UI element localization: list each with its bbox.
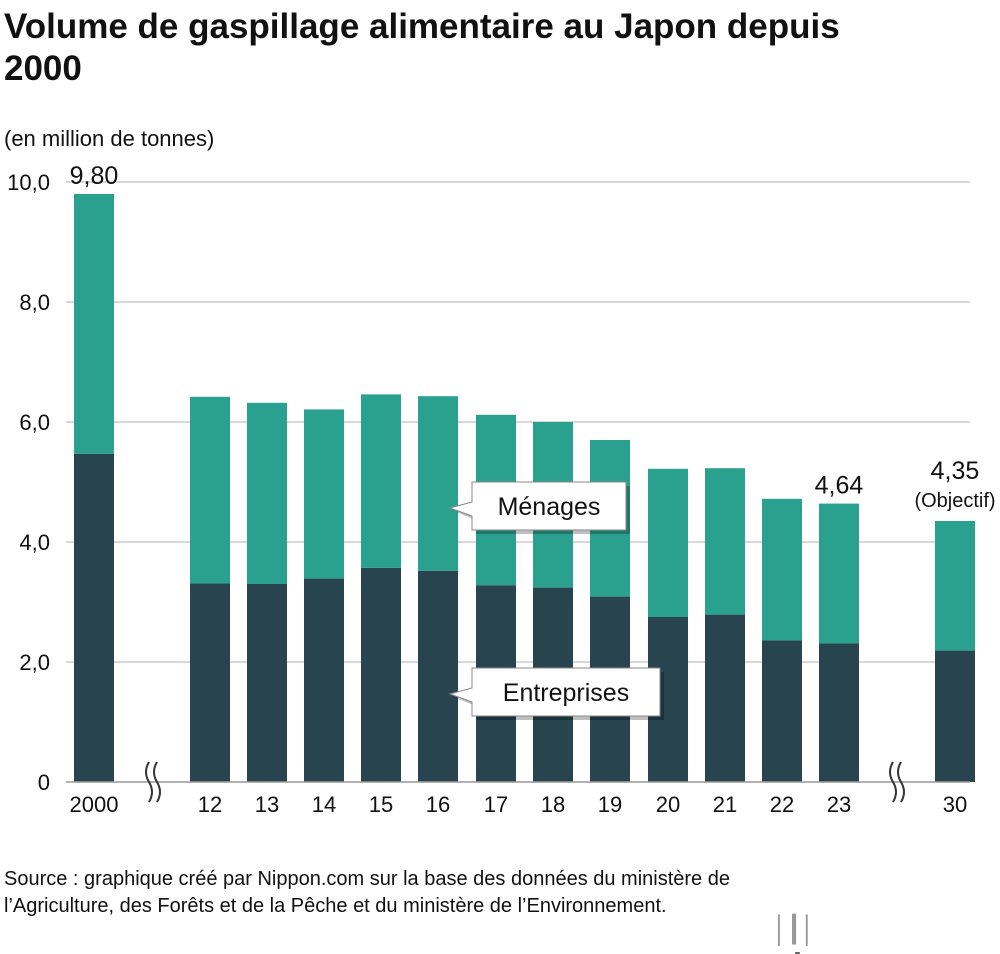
bar-entreprises-22	[762, 640, 802, 782]
bar-ménages-14	[304, 409, 344, 579]
x-tick-label: 19	[598, 792, 622, 817]
y-tick-label: 10,0	[7, 170, 50, 195]
axis-break-icon	[889, 761, 905, 803]
callout-ménages	[448, 481, 627, 531]
source-note: Source : graphique créé par Nippon.com s…	[4, 868, 730, 917]
data-label-note: (Objectif)	[914, 490, 995, 512]
bar-ménages-30	[935, 521, 975, 651]
x-tick-label: 15	[369, 792, 393, 817]
bar-entreprises-15	[361, 567, 401, 782]
bar-chart: 0 2,0 4,0 6,0 8,0 10,0 2000 12 13 14 15 16 17 18 19 20 2…	[7, 162, 995, 817]
x-tick-label: 20	[656, 792, 680, 817]
bar-entreprises-16	[418, 570, 458, 782]
y-tick-label: 0	[38, 770, 50, 795]
x-tick-label: 22	[770, 792, 794, 817]
bar-ménages-2000	[74, 194, 114, 454]
bar-entreprises-23	[819, 643, 859, 782]
x-tick-label: 12	[198, 792, 222, 817]
bar-entreprises-13	[247, 584, 287, 782]
bar-ménages-21	[705, 468, 745, 615]
bar-ménages-23	[819, 503, 859, 644]
y-tick-label: 4,0	[19, 530, 50, 555]
x-tick-label: 18	[541, 792, 565, 817]
data-label: 4,64	[815, 472, 864, 500]
chart-title: Volume de gaspillage alimentaire au Japo…	[4, 7, 840, 88]
legend-label: Entreprises	[503, 679, 629, 707]
legend-label: Ménages	[498, 493, 601, 521]
bar-ménages-15	[361, 394, 401, 568]
y-tick-label: 6,0	[19, 410, 50, 435]
x-tick-label: 30	[943, 792, 967, 817]
callout-entreprises	[448, 667, 661, 717]
axis-break-icon	[145, 761, 161, 803]
nippon-logo: │┃│ nippon.com	[772, 914, 959, 954]
bar-ménages-22	[762, 498, 802, 641]
x-tick-label: 23	[827, 792, 851, 817]
data-label: 9,80	[70, 162, 119, 190]
bar-ménages-13	[247, 402, 287, 584]
bar-entreprises-2000	[74, 453, 114, 782]
bar-entreprises-30	[935, 650, 975, 782]
bar-ménages-20	[648, 468, 688, 617]
x-tick-label: 2000	[70, 792, 119, 817]
x-tick-label: 13	[255, 792, 279, 817]
x-tick-label: 14	[312, 792, 336, 817]
x-tick-label: 16	[426, 792, 450, 817]
bar-entreprises-12	[190, 583, 230, 782]
x-tick-label: 17	[484, 792, 508, 817]
y-tick-label: 8,0	[19, 290, 50, 315]
bar-entreprises-14	[304, 578, 344, 782]
data-label: 4,35	[931, 457, 980, 485]
y-tick-label: 2,0	[19, 650, 50, 675]
x-tick-label: 21	[713, 792, 737, 817]
bar-ménages-12	[190, 396, 230, 584]
bar-entreprises-21	[705, 614, 745, 782]
bar-ménages-16	[418, 396, 458, 571]
y-axis-unit: (en million de tonnes)	[4, 126, 215, 151]
